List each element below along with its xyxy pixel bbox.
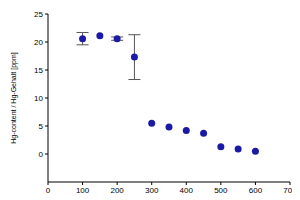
svg-text:20: 20 — [34, 38, 43, 47]
svg-text:200: 200 — [110, 186, 124, 195]
svg-text:300: 300 — [145, 186, 159, 195]
svg-text:Hg-content / Hg-Gehalt [ppm]: Hg-content / Hg-Gehalt [ppm] — [10, 52, 18, 143]
svg-text:700: 700 — [283, 186, 292, 195]
svg-text:15: 15 — [34, 66, 43, 75]
svg-text:600: 600 — [249, 186, 263, 195]
svg-text:25: 25 — [34, 10, 43, 19]
svg-text:100: 100 — [76, 186, 90, 195]
svg-text:10: 10 — [34, 94, 43, 103]
svg-text:0: 0 — [46, 186, 51, 195]
svg-text:500: 500 — [214, 186, 228, 195]
svg-text:5: 5 — [39, 122, 44, 131]
svg-text:400: 400 — [180, 186, 194, 195]
svg-text:0: 0 — [39, 150, 44, 159]
